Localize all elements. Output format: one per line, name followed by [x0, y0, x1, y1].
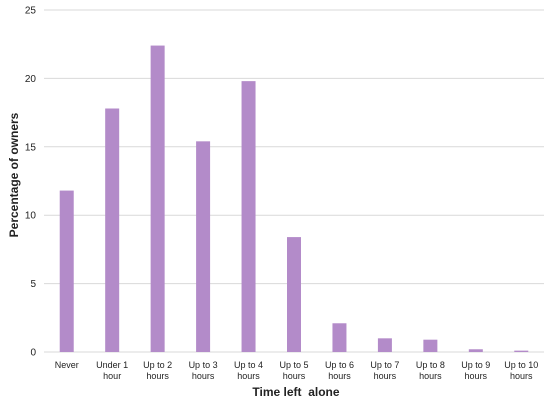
x-category-label: Up to 3 hours	[189, 360, 218, 381]
bar-4	[241, 81, 256, 353]
x-category-label: Up to 4 hours	[234, 360, 263, 381]
gridlines	[44, 9, 544, 353]
bar-3	[196, 141, 211, 352]
bar-5	[287, 237, 301, 352]
bars	[59, 45, 529, 353]
bar-9	[468, 349, 483, 352]
x-category-label: Up to 2 hours	[143, 360, 172, 381]
x-category-label: Never	[55, 360, 79, 370]
x-category-label: Up to 5 hours	[279, 360, 308, 381]
x-axis-categories: Never Under 1 hour Up to 2 hours Up to 3 hours…	[55, 360, 539, 381]
y-tick-label: 15	[25, 142, 37, 153]
bar-0	[59, 190, 74, 352]
bar-7	[377, 338, 392, 352]
x-category-label: Up to 6 hours	[325, 360, 354, 381]
y-tick-label: 5	[30, 279, 36, 290]
bar-1	[105, 108, 120, 352]
bar-6	[332, 323, 347, 352]
bar-10	[514, 350, 529, 352]
y-axis-ticks: 0 5 10 15 20 25	[25, 6, 37, 359]
y-tick-label: 20	[25, 74, 37, 85]
y-tick-label: 0	[30, 348, 36, 359]
x-category-label: Up to 8 hours	[416, 360, 445, 381]
x-category-label: Up to 7 hours	[370, 360, 399, 381]
y-axis-title: Percentage of owners	[7, 112, 21, 237]
x-category-label: Up to 10 hours	[504, 360, 538, 381]
y-tick-label: 25	[25, 6, 37, 17]
y-tick-label: 10	[25, 211, 37, 222]
bar-2	[150, 45, 165, 353]
bar-8	[423, 339, 438, 352]
x-category-label: Under 1 hour	[96, 360, 128, 381]
x-category-label: Up to 9 hours	[461, 360, 490, 381]
x-axis-title: Time left alone	[252, 385, 339, 399]
